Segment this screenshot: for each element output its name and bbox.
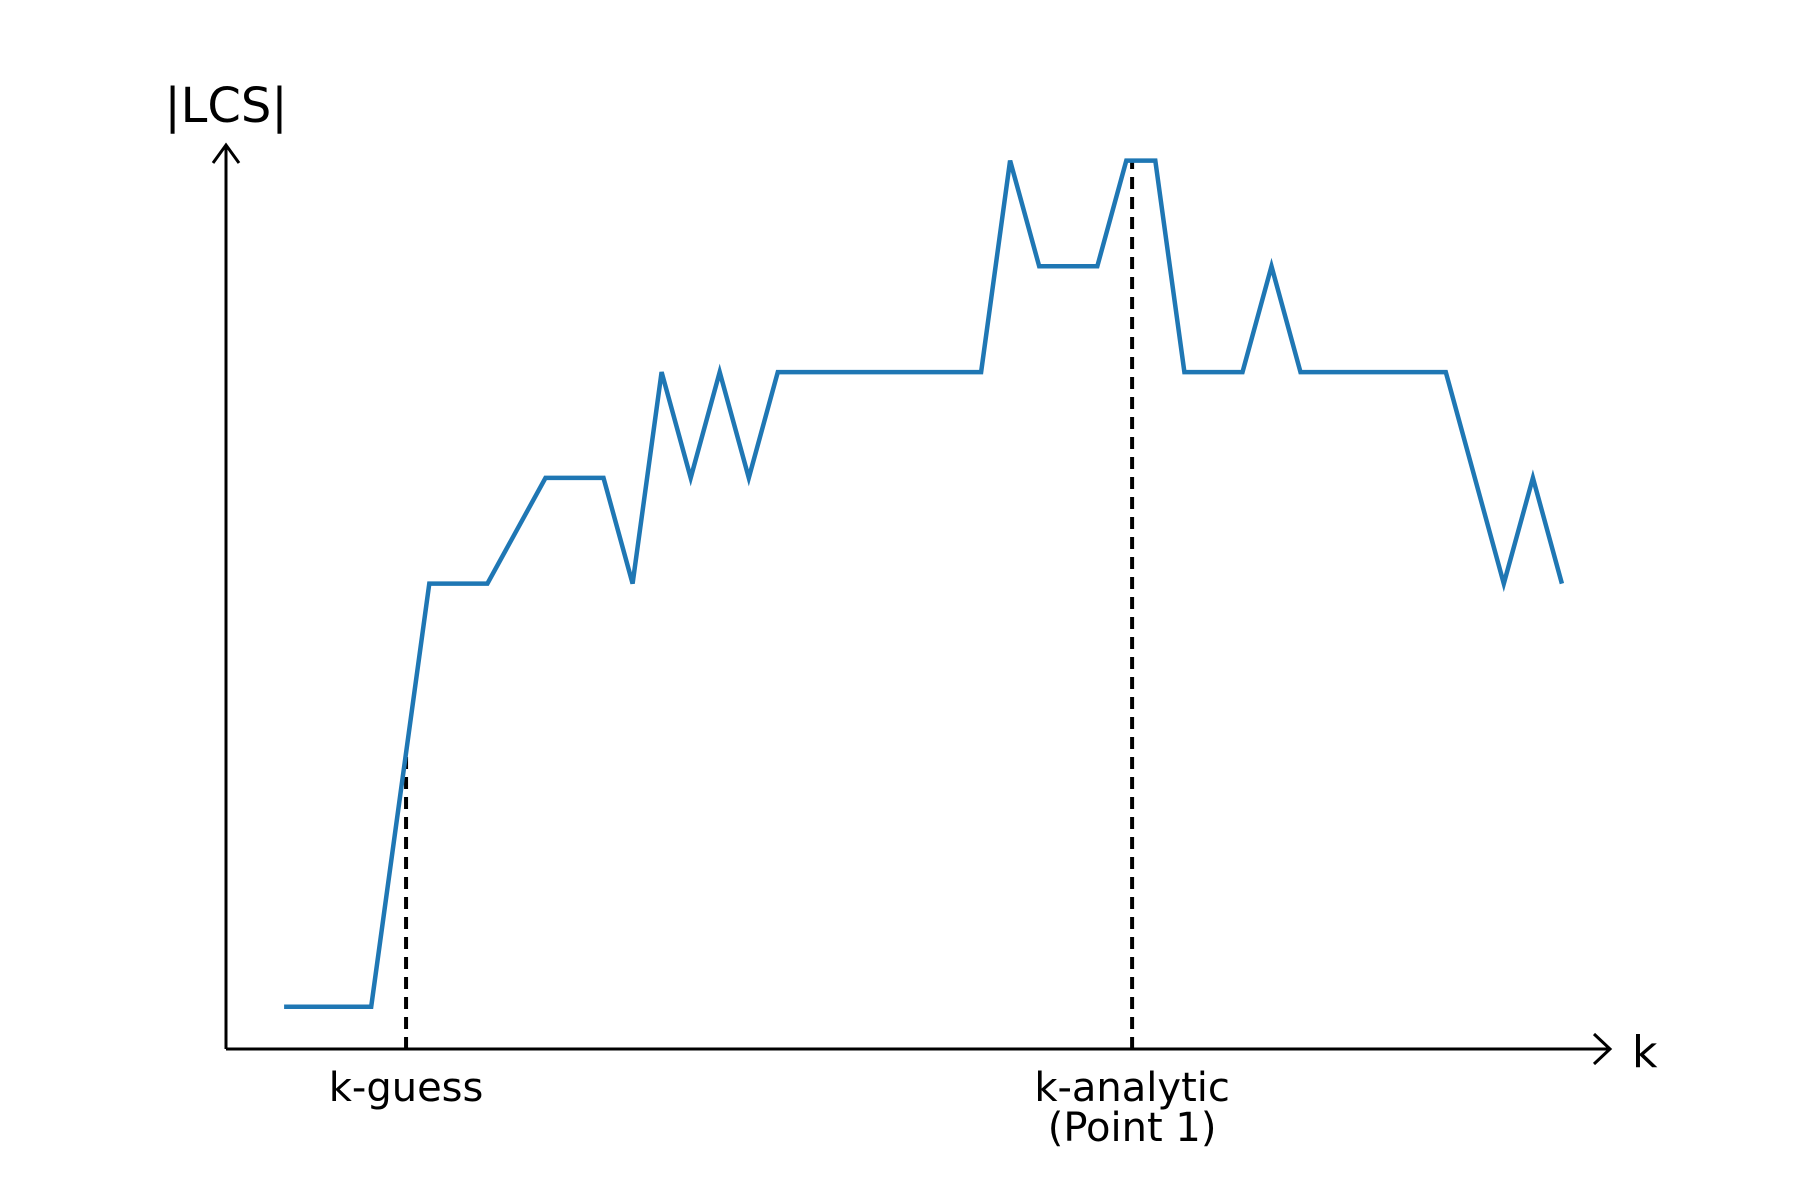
y-axis-arrowhead (211, 142, 241, 164)
marker-lines: k-guess k-analytic (Point 1) (329, 160, 1230, 1151)
series-group (284, 158, 1565, 1009)
k-analytic-marker-label: k-analytic (1034, 1065, 1230, 1111)
lcs-series-line (284, 158, 1565, 1009)
k-guess-marker-label: k-guess (329, 1065, 484, 1111)
axes: k |LCS| (164, 78, 1658, 1078)
k-analytic-marker-sublabel: (Point 1) (1048, 1105, 1217, 1151)
x-axis-arrowhead (1592, 1032, 1613, 1066)
y-axis-label: |LCS| (164, 78, 287, 134)
x-axis-label: k (1632, 1027, 1658, 1078)
